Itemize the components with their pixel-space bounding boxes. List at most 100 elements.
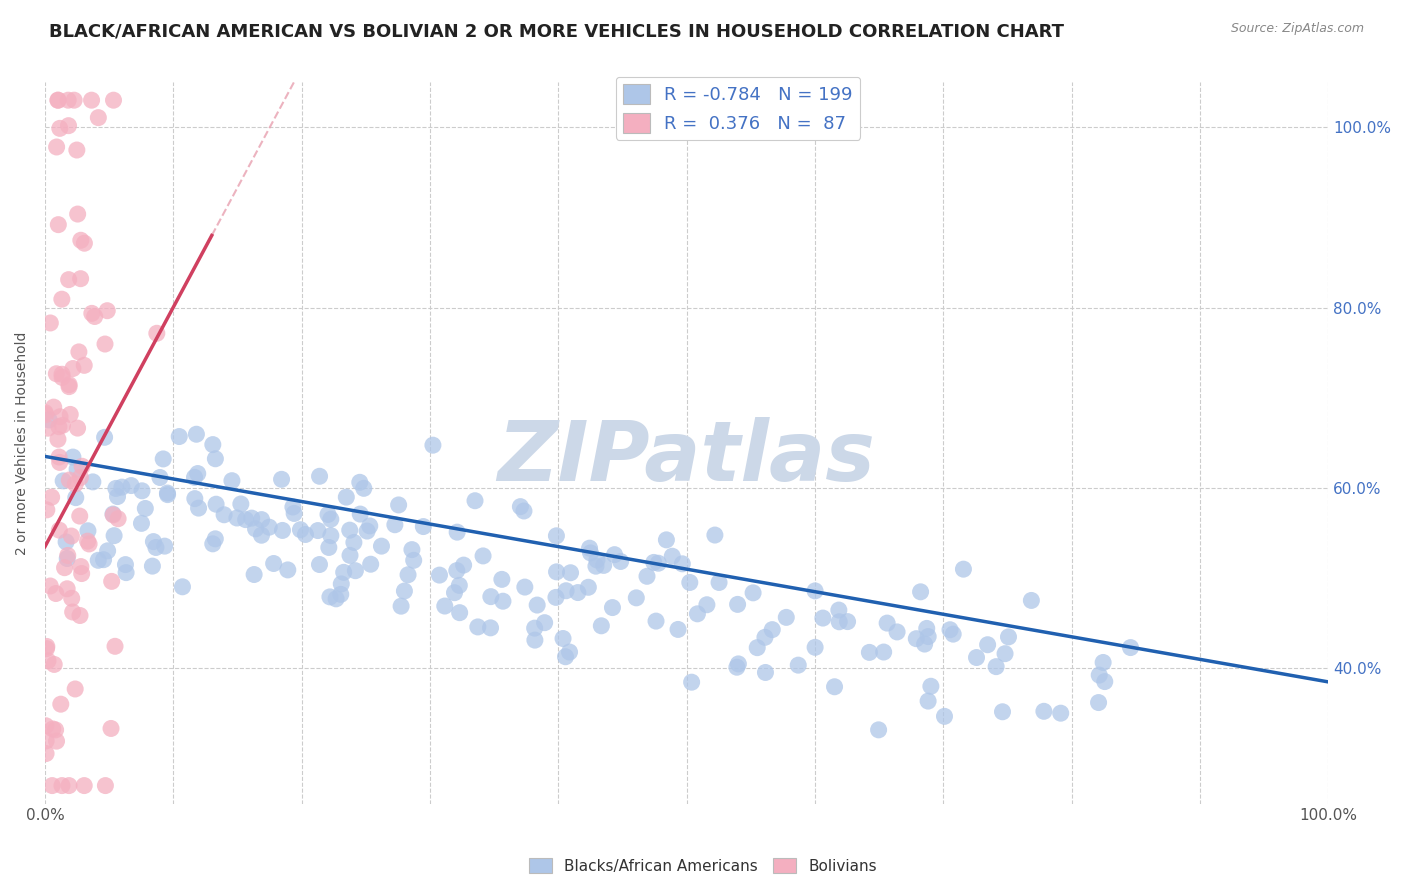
Point (586, 553, 609, 567)
Point (464, 493, 486, 508)
Point (56, 551, 79, 566)
Point (412, 519, 434, 533)
Point (82, 475, 104, 489)
Point (335, 490, 357, 504)
Point (80, 306, 103, 320)
Point (513, 504, 536, 518)
Point (707, 575, 730, 590)
Point (77, 524, 100, 538)
Point (229, 497, 252, 511)
Point (873, 645, 896, 659)
Point (319, 528, 342, 542)
Point (858, 645, 880, 659)
Point (141, 559, 163, 574)
Point (70, 459, 93, 474)
Point (245, 522, 267, 536)
Point (142, 534, 165, 549)
Point (828, 603, 851, 617)
Point (917, 630, 939, 644)
Point (42, 722, 65, 736)
Y-axis label: 2 or more Vehicles in Household: 2 or more Vehicles in Household (15, 331, 30, 555)
Point (73, 779, 96, 793)
Point (66, 207, 89, 221)
Point (51, 370, 73, 384)
Point (952, 562, 974, 576)
Point (187, 501, 209, 516)
Point (567, 585, 589, 599)
Point (554, 649, 576, 664)
Point (66, 143, 89, 157)
Point (39, 579, 62, 593)
Text: BLACK/AFRICAN AMERICAN VS BOLIVIAN 2 OR MORE VEHICLES IN HOUSEHOLD CORRELATION C: BLACK/AFRICAN AMERICAN VS BOLIVIAN 2 OR … (49, 22, 1064, 40)
Point (824, 680, 846, 694)
Point (204, 451, 226, 466)
Point (257, 520, 280, 534)
Point (329, 587, 352, 601)
Point (60, 529, 83, 543)
Point (134, 501, 156, 516)
Point (643, 556, 665, 570)
Point (58, 779, 80, 793)
Point (184, 491, 207, 506)
Point (35, 747, 58, 761)
Point (585, 559, 607, 574)
Point (401, 542, 423, 557)
Point (107, 490, 129, 504)
Point (804, 640, 827, 655)
Point (360, 558, 382, 572)
Point (58, 119, 80, 133)
Point (243, 567, 266, 582)
Point (997, 630, 1019, 644)
Point (551, 632, 574, 646)
Point (837, 615, 859, 629)
Point (742, 586, 765, 600)
Point (513, 580, 536, 594)
Point (290, 523, 312, 537)
Point (69, 470, 91, 484)
Point (433, 599, 456, 613)
Point (107, 512, 129, 526)
Point (388, 498, 411, 512)
Point (149, 470, 172, 484)
Point (77, 537, 100, 551)
Point (747, 640, 769, 655)
Point (472, 549, 495, 563)
Point (48, 455, 70, 469)
Point (359, 519, 381, 533)
Point (111, 480, 134, 494)
Point (339, 523, 361, 537)
Point (558, 645, 581, 659)
Point (37, 654, 59, 668)
Point (754, 665, 776, 680)
Point (93, 430, 115, 444)
Point (41, 490, 63, 504)
Point (920, 679, 942, 693)
Point (876, 616, 898, 631)
Point (48, 450, 70, 464)
Point (389, 599, 412, 614)
Point (93, 552, 115, 566)
Point (1049, 706, 1071, 721)
Point (172, 580, 194, 594)
Point (186, 427, 208, 442)
Point (65, 491, 87, 505)
Point (467, 620, 489, 634)
Point (939, 623, 962, 637)
Point (69, 271, 91, 285)
Point (308, 469, 330, 483)
Point (94, 337, 117, 351)
Point (42, 400, 65, 414)
Point (49, 409, 72, 424)
Point (69, 608, 91, 623)
Point (546, 565, 568, 579)
Point (58, 377, 80, 392)
Point (318, 541, 340, 555)
Point (443, 585, 465, 599)
Point (626, 591, 648, 605)
Point (250, 528, 273, 542)
Text: Source: ZipAtlas.com: Source: ZipAtlas.com (1230, 22, 1364, 36)
Point (602, 600, 624, 615)
Point (97, 544, 120, 558)
Point (754, 630, 776, 644)
Point (555, 583, 578, 598)
